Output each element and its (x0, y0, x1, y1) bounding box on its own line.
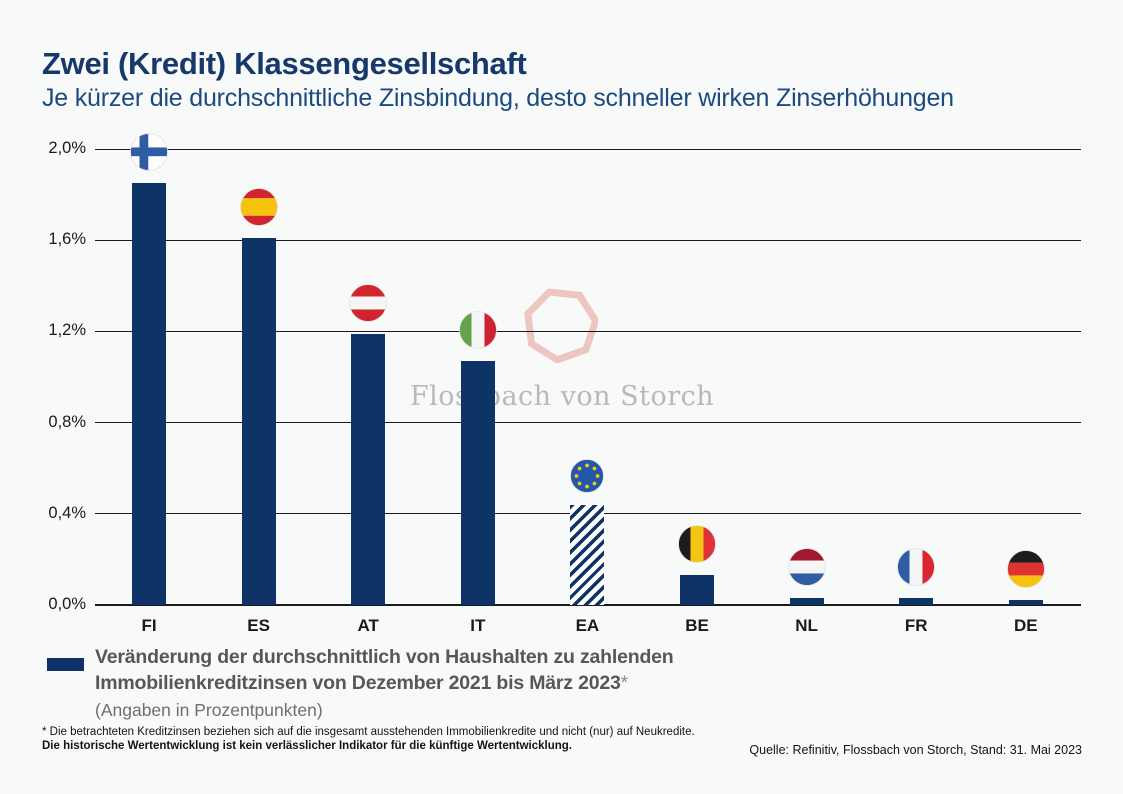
gridline (95, 604, 1081, 606)
category-label-FI: FI (141, 616, 157, 635)
footnote-disclaimer: Die historische Wertentwicklung ist kein… (42, 740, 572, 752)
bar-IT (460, 361, 495, 605)
european-union-flag-icon (570, 458, 605, 493)
austria-flag-icon (349, 283, 388, 322)
gridline (95, 239, 1081, 241)
bar-BE (680, 575, 714, 605)
bar-NL (789, 598, 824, 605)
category-label-FR: FR (904, 616, 928, 635)
category-label-AT: AT (357, 616, 379, 635)
page-title: Zwei (Kredit) Klassengesellschaft (42, 46, 527, 81)
bar-EA (570, 504, 605, 605)
bar-FR (899, 598, 934, 605)
bar-AT (351, 333, 386, 605)
gridline (95, 330, 1081, 332)
finland-flag-icon (130, 133, 168, 172)
bar-DE (1008, 600, 1043, 605)
germany-flag-icon (1006, 550, 1045, 589)
legend-unit-note: (Angaben in Prozentpunkten) (95, 700, 323, 720)
spain-flag-icon (239, 188, 278, 226)
category-label-ES: ES (247, 616, 270, 635)
legend-label-line2: Immobilienkreditzinsen von Dezember 2021… (95, 672, 629, 694)
gridline (95, 422, 1081, 424)
france-flag-icon (897, 548, 936, 587)
y-axis-tick-label: 0,0% (48, 595, 86, 613)
belgium-flag-icon (678, 525, 716, 564)
legend-swatch (47, 658, 84, 671)
footnote-asterisk-note: * Die betrachteten Kreditzinsen beziehen… (42, 726, 695, 738)
y-axis-tick-label: 0,8% (48, 412, 86, 431)
source-note: Quelle: Refinitiv, Flossbach von Storch,… (749, 743, 1082, 757)
page-subtitle: Je kürzer die durchschnittliche Zinsbind… (42, 84, 954, 112)
y-axis-tick-label: 1,2% (48, 321, 86, 340)
italy-flag-icon (458, 311, 497, 349)
bar-ES (241, 237, 276, 605)
y-axis-tick-label: 2,0% (48, 139, 86, 157)
category-label-NL: NL (795, 616, 818, 635)
watermark-brand-text: Flossbach von Storch (409, 381, 715, 412)
category-label-BE: BE (685, 616, 709, 635)
legend-label-line1: Veränderung der durchschnittlich von Hau… (95, 646, 674, 668)
bar-FI (132, 183, 166, 605)
category-label-DE: DE (1013, 616, 1038, 635)
flossbach-heptagon-logo-icon (524, 287, 600, 368)
gridline (95, 148, 1081, 150)
category-label-IT: IT (470, 616, 486, 635)
netherlands-flag-icon (787, 548, 826, 587)
y-axis-tick-label: 0,4% (48, 503, 86, 522)
category-label-EA: EA (575, 616, 600, 635)
y-axis-tick-label: 1,6% (48, 230, 86, 249)
legend-asterisk: * (620, 672, 629, 694)
